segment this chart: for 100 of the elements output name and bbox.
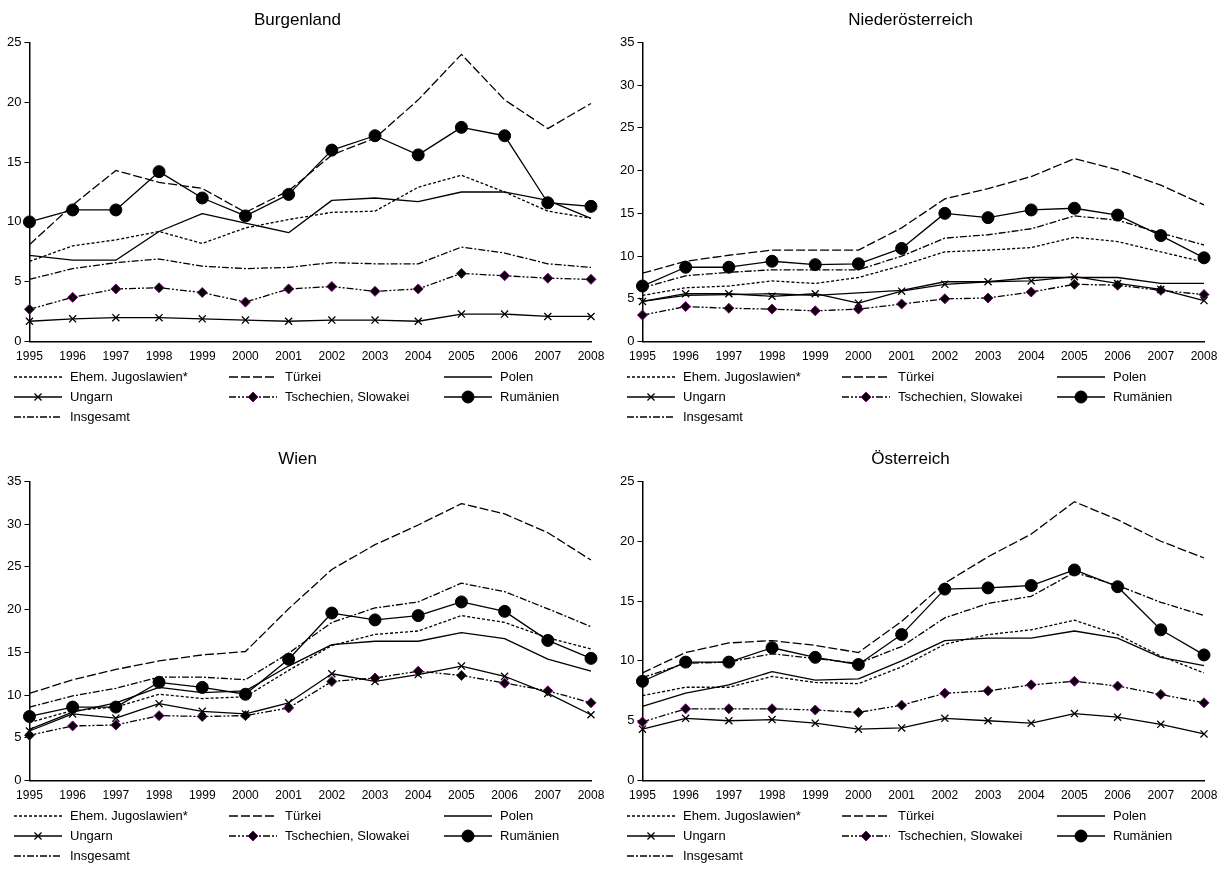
x-tick-label: 1998 [145,788,173,803]
x-tick-label: 2000 [845,349,873,364]
legend-label: Rumänien [1113,388,1173,404]
legend-label: Ungarn [70,827,113,843]
x-tick-label: 2000 [232,349,260,364]
legend-label: Türkei [285,368,322,384]
x-tick-label: 1998 [758,349,786,364]
legend-label: Polen [1113,368,1147,384]
x-tick-label: 2002 [931,788,959,803]
y-tick-label: 15 [619,592,635,608]
x-tick-label: 2003 [974,349,1002,364]
y-tick-label: 10 [6,213,22,229]
y-tick-label: 5 [14,729,22,745]
y-tick-label: 25 [619,119,635,135]
legend-label: Ungarn [70,388,113,404]
x-tick-label: 2003 [361,349,389,364]
x-tick-label: 1996 [59,349,87,364]
legend-label: Türkei [898,368,935,384]
x-tick-label: 2006 [1104,788,1132,803]
y-tick-label: 10 [6,686,22,702]
legend-label: Insgesamt [70,847,131,863]
legend-label: Polen [1113,807,1147,823]
y-tick-label: 20 [6,601,22,617]
y-tick-label: 5 [627,712,635,728]
chart-title: Niederösterreich [848,9,973,29]
y-tick-label: 0 [627,333,635,349]
x-tick-label: 2005 [448,788,476,803]
x-tick-label: 1996 [672,788,700,803]
y-tick-label: 5 [627,290,635,306]
x-tick-label: 2004 [404,349,432,364]
x-tick-label: 2008 [577,349,605,364]
x-tick-label: 1995 [16,788,44,803]
x-tick-label: 2008 [1190,788,1218,803]
y-tick-label: 0 [14,772,22,788]
x-tick-label: 1995 [16,349,44,364]
x-tick-label: 1998 [145,349,173,364]
x-tick-label: 2004 [1017,788,1045,803]
y-tick-label: 15 [619,204,635,220]
x-tick-label: 2001 [275,349,303,364]
y-tick-label: 30 [619,76,635,92]
x-tick-label: 1995 [629,349,657,364]
x-tick-label: 1999 [188,788,216,803]
y-tick-label: 25 [619,472,635,488]
legend-label: Tschechien, Slowakei [285,827,410,843]
y-tick-label: 25 [6,33,22,49]
chart-title: Burgenland [254,9,341,29]
y-tick-label: 35 [619,33,635,49]
y-tick-label: 35 [6,472,22,488]
x-tick-label: 2001 [888,349,916,364]
x-tick-label: 2006 [491,788,519,803]
x-tick-label: 1999 [801,788,829,803]
x-tick-label: 1999 [801,349,829,364]
x-tick-label: 2007 [1147,349,1175,364]
x-tick-label: 2006 [491,349,519,364]
x-tick-label: 2005 [1061,349,1089,364]
legend-label: Polen [500,368,534,384]
legend-label: Ehem. Jugoslawien* [70,368,188,384]
x-tick-label: 1999 [188,349,216,364]
x-tick-label: 2004 [1017,349,1045,364]
legend-label: Ungarn [683,388,726,404]
x-tick-label: 2003 [974,788,1002,803]
legend-label: Ungarn [683,827,726,843]
x-tick-label: 2006 [1104,349,1132,364]
x-tick-label: 2008 [577,788,605,803]
y-tick-label: 15 [6,643,22,659]
x-tick-label: 2001 [888,788,916,803]
x-tick-label: 2007 [534,788,562,803]
legend-label: Türkei [898,807,935,823]
x-tick-label: 2003 [361,788,389,803]
y-tick-label: 0 [14,333,22,349]
legend-label: Türkei [285,807,322,823]
y-tick-label: 20 [619,162,635,178]
x-tick-label: 2002 [318,349,346,364]
x-tick-label: 2008 [1190,349,1218,364]
y-tick-label: 10 [619,247,635,263]
chart-title: Wien [278,448,317,468]
legend-label: Ehem. Jugoslawien* [683,368,801,384]
x-tick-label: 1996 [672,349,700,364]
legend-label: Rumänien [500,388,560,404]
legend-label: Tschechien, Slowakei [285,388,410,404]
y-tick-label: 30 [6,515,22,531]
legend-label: Ehem. Jugoslawien* [70,807,188,823]
legend-label: Rumänien [1113,827,1173,843]
legend-label: Tschechien, Slowakei [898,388,1023,404]
x-tick-label: 2005 [1061,788,1089,803]
y-tick-label: 20 [619,532,635,548]
x-tick-label: 2002 [318,788,346,803]
x-tick-label: 1997 [102,349,130,364]
x-tick-label: 1998 [758,788,786,803]
x-tick-label: 2000 [845,788,873,803]
y-tick-label: 5 [14,273,22,289]
legend-label: Rumänien [500,827,560,843]
y-tick-label: 20 [6,93,22,109]
x-tick-label: 2004 [404,788,432,803]
x-tick-label: 1997 [102,788,130,803]
legend-label: Ehem. Jugoslawien* [683,807,801,823]
legend-label: Polen [500,807,534,823]
x-tick-label: 1996 [59,788,87,803]
chart-title: Österreich [871,448,950,468]
x-tick-label: 1997 [715,788,743,803]
